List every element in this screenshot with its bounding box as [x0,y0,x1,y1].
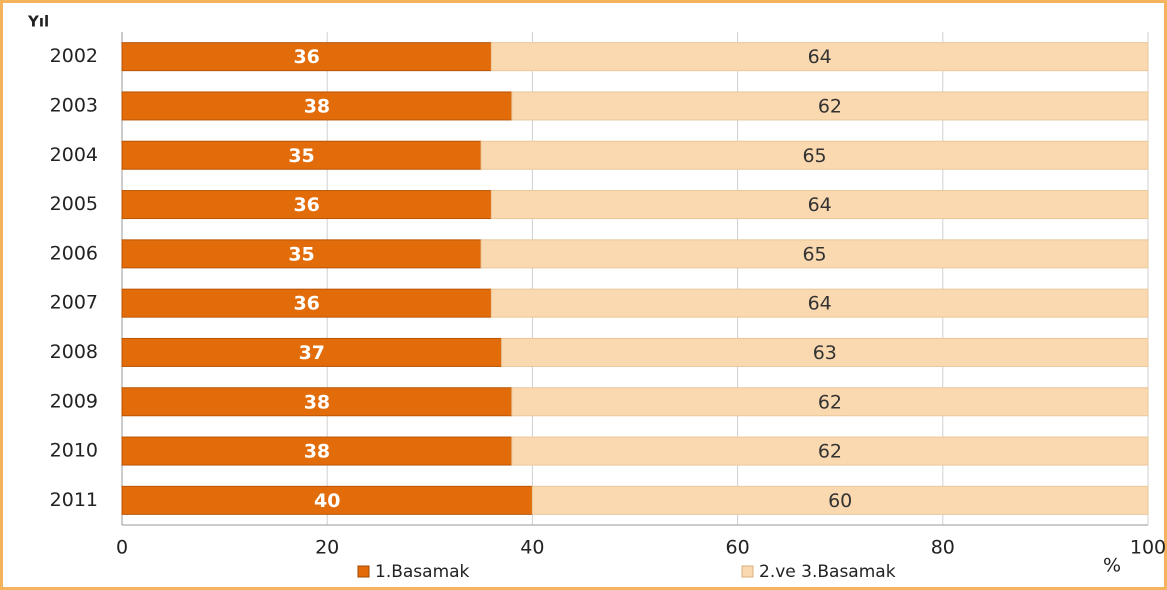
x-tick-label: 100 [1130,537,1166,559]
x-tick-label: 60 [726,537,750,559]
bar-segment [121,190,492,220]
bar-segment [531,485,1149,515]
y-tick-label: 2008 [50,341,98,363]
data-label: 36 [293,194,319,216]
data-label: 35 [288,145,314,167]
y-tick-label: 2002 [50,45,98,67]
x-tick-label: 80 [931,537,955,559]
x-tick-label: 20 [315,537,339,559]
data-label: 64 [808,293,832,315]
bar-segment [121,337,503,367]
x-tick-label: 40 [520,537,544,559]
y-tick-label: 2004 [50,144,98,166]
bar-segment [121,42,492,72]
y-tick-label: 2010 [50,440,98,462]
bar-segment [121,436,513,466]
bar-segment [480,239,1149,269]
data-label: 65 [802,145,826,167]
x-tick-label: 0 [116,537,128,559]
data-label: 64 [808,46,832,68]
data-label: 36 [293,293,319,315]
data-label: 63 [813,342,837,364]
data-label: 60 [828,490,852,512]
bar-segment [121,140,482,170]
bar-segment [490,42,1149,72]
y-tick-label: 2011 [50,489,98,511]
bar-segment [121,288,492,318]
x-axis-label: % [1103,555,1121,577]
data-label: 64 [808,194,832,216]
bar-segment [480,140,1149,170]
data-label: 65 [802,243,826,265]
bar-segment [121,485,533,515]
bar-segment [511,91,1149,121]
y-tick-label: 2006 [50,242,98,264]
bar-segment [501,337,1149,367]
data-label: 62 [818,391,842,413]
y-tick-label: 2007 [50,292,98,314]
data-label: 62 [818,441,842,463]
bar-segment [490,288,1149,318]
data-label: 35 [288,243,314,265]
legend-label: 1.Basamak [375,562,470,582]
data-label: 38 [304,441,330,463]
data-label: 36 [293,46,319,68]
data-label: 62 [818,95,842,117]
legend-marker [741,565,754,578]
legend-marker [357,565,370,578]
data-label: 40 [314,490,340,512]
bar-segment [511,387,1149,417]
y-tick-label: 2005 [50,193,98,215]
data-label: 38 [304,95,330,117]
bar-segment [490,190,1149,220]
bar-segment [121,387,513,417]
y-tick-label: 2003 [50,94,98,116]
data-label: 37 [299,342,325,364]
data-label: 38 [304,391,330,413]
legend-label: 2.ve 3.Basamak [759,562,896,582]
y-axis-label: Yıl [27,13,49,31]
bar-segment [511,436,1149,466]
y-tick-label: 2009 [50,390,98,412]
